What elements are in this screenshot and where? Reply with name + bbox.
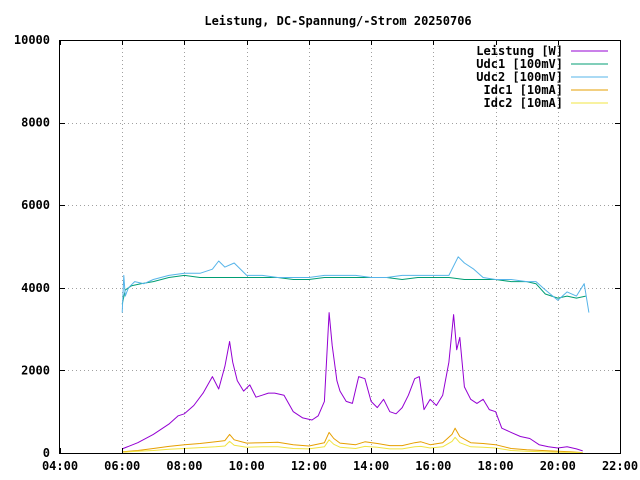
series-line [121,256,590,313]
x-tick-label: 20:00 [540,459,576,473]
series-line [122,427,583,454]
chart-title: Leistung, DC-Spannung/-Strom 20250706 [204,14,471,28]
y-tick-label: 10000 [14,33,50,47]
y-tick-label: 0 [43,446,50,460]
legend-label: Idc1 [10mA] [484,83,563,97]
plot-area [121,256,590,454]
y-tick-label: 2000 [21,363,50,377]
series-line [122,436,583,454]
x-tick-label: 04:00 [42,459,78,473]
legend: Leistung [W]Udc1 [100mV]Udc2 [100mV]Idc1… [476,44,608,110]
x-tick-label: 06:00 [104,459,140,473]
series-line [122,312,583,452]
x-tick-label: 18:00 [477,459,513,473]
legend-label: Idc2 [10mA] [484,96,563,110]
x-tick-label: 22:00 [602,459,638,473]
legend-label: Leistung [W] [476,44,563,58]
x-tick-label: 14:00 [353,459,389,473]
x-axis: 04:00 06:00 08:00 10:00 12:00 14:00 16:00 18:00… [42,40,638,473]
series-line [121,274,586,305]
x-tick-label: 10:00 [229,459,265,473]
legend-label: Udc1 [100mV] [476,57,563,71]
y-tick-label: 4000 [21,281,50,295]
x-tick-label: 16:00 [415,459,451,473]
plot-frame [59,40,621,454]
y-tick-label: 6000 [21,198,50,212]
x-tick-label: 08:00 [166,459,202,473]
y-tick-label: 8000 [21,116,50,130]
y-axis: 0 2000 4000 6000 8000 10000 [14,33,620,460]
grid [60,40,620,453]
legend-label: Udc2 [100mV] [476,70,563,84]
x-tick-label: 12:00 [291,459,327,473]
